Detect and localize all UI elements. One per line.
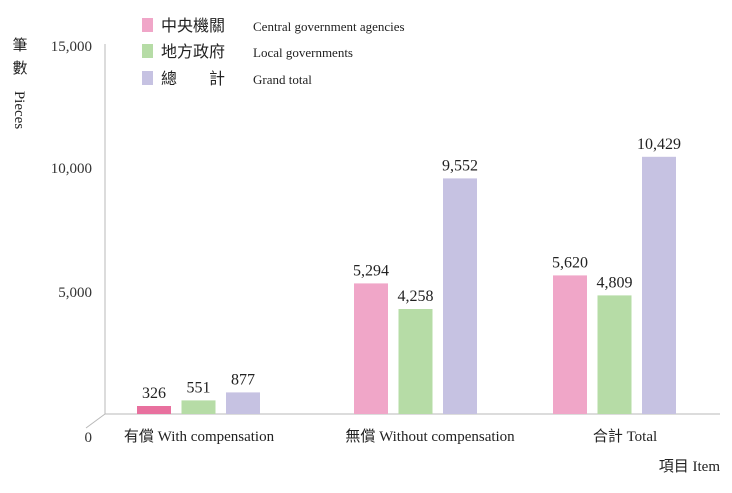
data-label-grand-total-total: 10,429 (637, 136, 681, 153)
category-label-without-compensation: 無償 Without compensation (345, 428, 515, 445)
category-label-with-compensation: 有償 With compensation (124, 428, 275, 445)
x-axis-label: 項目 Item (659, 459, 721, 475)
bar-central-with-compensation (137, 406, 171, 414)
bar-grand-total-without-compensation (443, 178, 477, 414)
bar-local-total (597, 295, 632, 414)
data-label-central-total: 5,620 (552, 254, 588, 271)
x-axis-slant (85, 413, 106, 429)
bar-grand-total-total (642, 156, 676, 415)
y-tick-15000: 15,000 (51, 39, 92, 55)
data-labels-group: 326 551 877 5,294 4,258 9,552 5,620 4,809 10,429 (142, 136, 681, 402)
legend: 中央機關 Central government agencies 地方政府 Lo… (142, 17, 405, 88)
legend-label-central-en: Central government agencies (253, 19, 405, 34)
bar-central-without-compensation (354, 283, 388, 414)
data-label-local-total: 4,809 (597, 274, 633, 291)
y-axis-label-zh-1: 筆 (12, 37, 27, 54)
bar-grand-total-with-compensation (226, 392, 260, 414)
legend-swatch-central (142, 18, 153, 32)
data-label-central-without-compensation: 5,294 (353, 262, 389, 279)
legend-swatch-local (142, 44, 153, 58)
bar-local-with-compensation (181, 400, 216, 414)
y-tick-5000: 5,000 (58, 285, 92, 301)
bars-group (137, 156, 676, 415)
y-axis-label-zh-2: 數 (12, 60, 27, 77)
data-label-central-with-compensation: 326 (142, 385, 166, 402)
data-label-grand-total-without-compensation: 9,552 (442, 157, 478, 174)
bar-central-total (553, 275, 587, 414)
legend-label-local-zh: 地方政府 (161, 43, 225, 61)
bar-local-without-compensation (398, 309, 433, 414)
data-label-local-without-compensation: 4,258 (398, 288, 434, 305)
category-label-total: 合計 Total (593, 428, 657, 445)
legend-label-central-zh: 中央機關 (161, 17, 225, 35)
y-tick-10000: 10,000 (51, 161, 92, 177)
data-label-local-with-compensation: 551 (187, 379, 211, 396)
legend-label-total-en: Grand total (253, 72, 312, 87)
legend-swatch-total (142, 71, 153, 85)
legend-label-local-en: Local governments (253, 45, 353, 60)
y-axis-label-en: Pieces (11, 91, 27, 129)
legend-label-total-zh: 總 計 (161, 70, 225, 88)
data-label-grand-total-with-compensation: 877 (231, 371, 255, 388)
y-tick-0: 0 (85, 430, 93, 446)
